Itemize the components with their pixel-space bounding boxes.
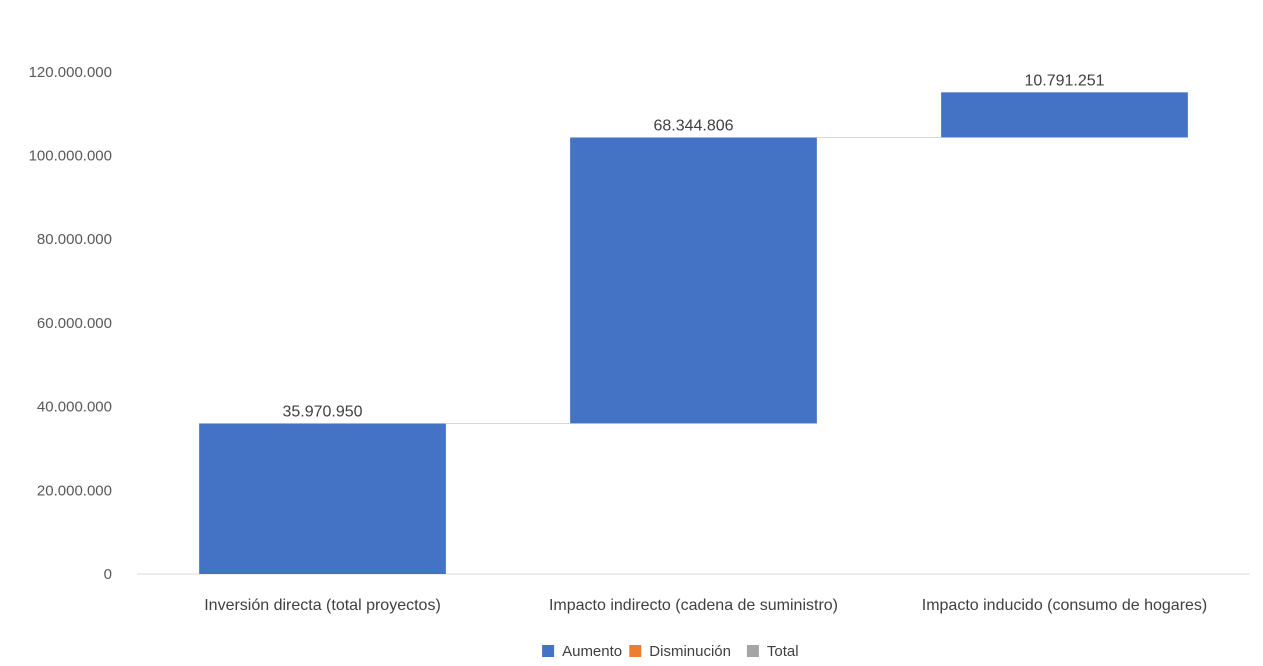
x-category-label: Inversión directa (total proyectos) (204, 597, 441, 614)
legend-label: Total (767, 643, 799, 660)
bar (570, 137, 817, 424)
legend-swatch-aumento (542, 645, 555, 657)
y-tick-label: 60.000.000 (37, 315, 112, 332)
legend-label: Disminución (649, 643, 731, 660)
y-tick-label: 80.000.000 (37, 231, 112, 248)
y-tick-label: 0 (104, 566, 112, 583)
legend-label: Aumento (562, 643, 622, 660)
data-label: 10.791.251 (1024, 72, 1104, 89)
x-category-label: Impacto inducido (consumo de hogares) (922, 597, 1208, 614)
y-tick-label: 20.000.000 (37, 482, 112, 499)
y-tick-label: 100.000.000 (29, 148, 112, 165)
y-tick-label: 40.000.000 (37, 399, 112, 416)
data-label: 68.344.806 (653, 117, 733, 134)
legend-swatch-disminución (629, 645, 642, 657)
bar (941, 92, 1188, 138)
legend-swatch-total (746, 645, 759, 657)
data-label: 35.970.950 (282, 403, 362, 420)
x-category-label: Impacto indirecto (cadena de suministro) (549, 597, 838, 614)
y-tick-label: 120.000.000 (29, 64, 112, 81)
bar (199, 423, 446, 574)
